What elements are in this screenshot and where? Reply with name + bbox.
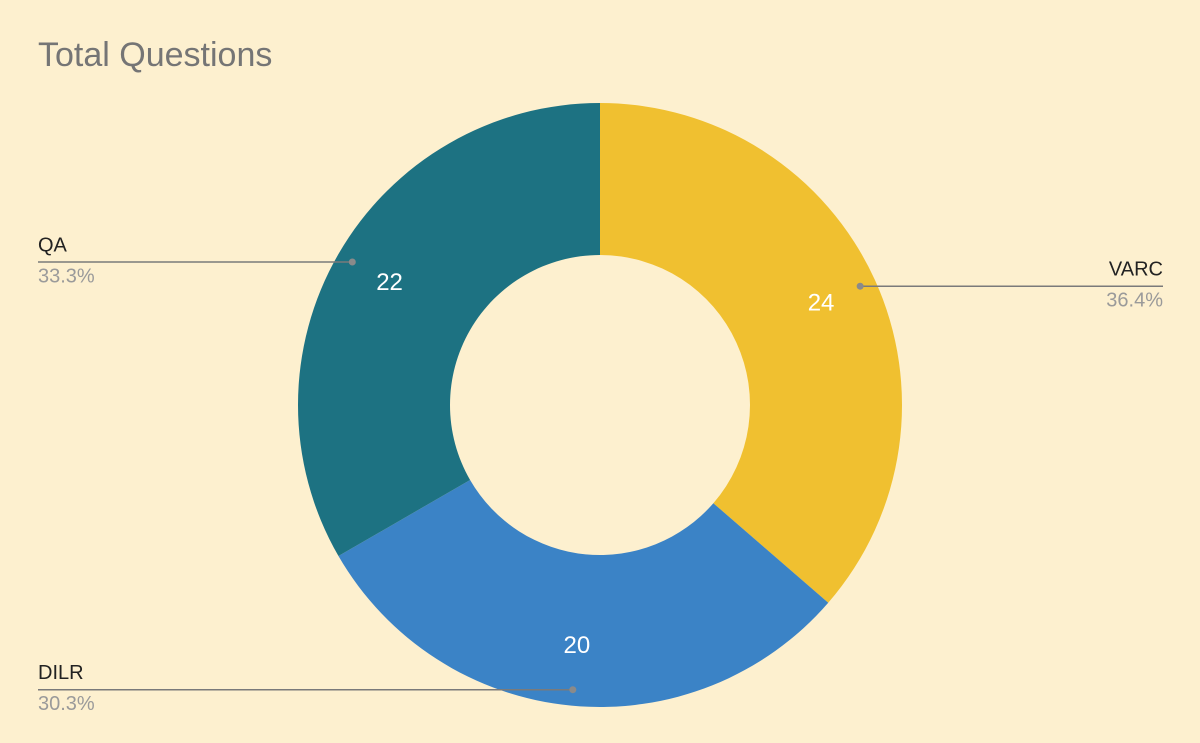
donut-slice (600, 103, 902, 603)
donut-slice (297, 103, 600, 556)
slice-name-label: DILR (38, 662, 84, 684)
leader-dot (856, 282, 864, 290)
slice-value-label: 22 (376, 269, 403, 296)
slice-value-label: 24 (808, 289, 835, 316)
leader-dot (569, 686, 577, 694)
slice-percent-label: 36.4% (1106, 289, 1163, 311)
chart-title: Total Questions (38, 36, 272, 74)
slice-value-label: 20 (564, 632, 591, 659)
slice-name-label: QA (38, 234, 68, 256)
donut-slice (338, 480, 829, 707)
slice-percent-label: 30.3% (38, 693, 95, 715)
slice-name-label: VARC (1109, 258, 1163, 280)
leader-dot (348, 258, 356, 266)
slice-percent-label: 33.3% (38, 265, 95, 287)
